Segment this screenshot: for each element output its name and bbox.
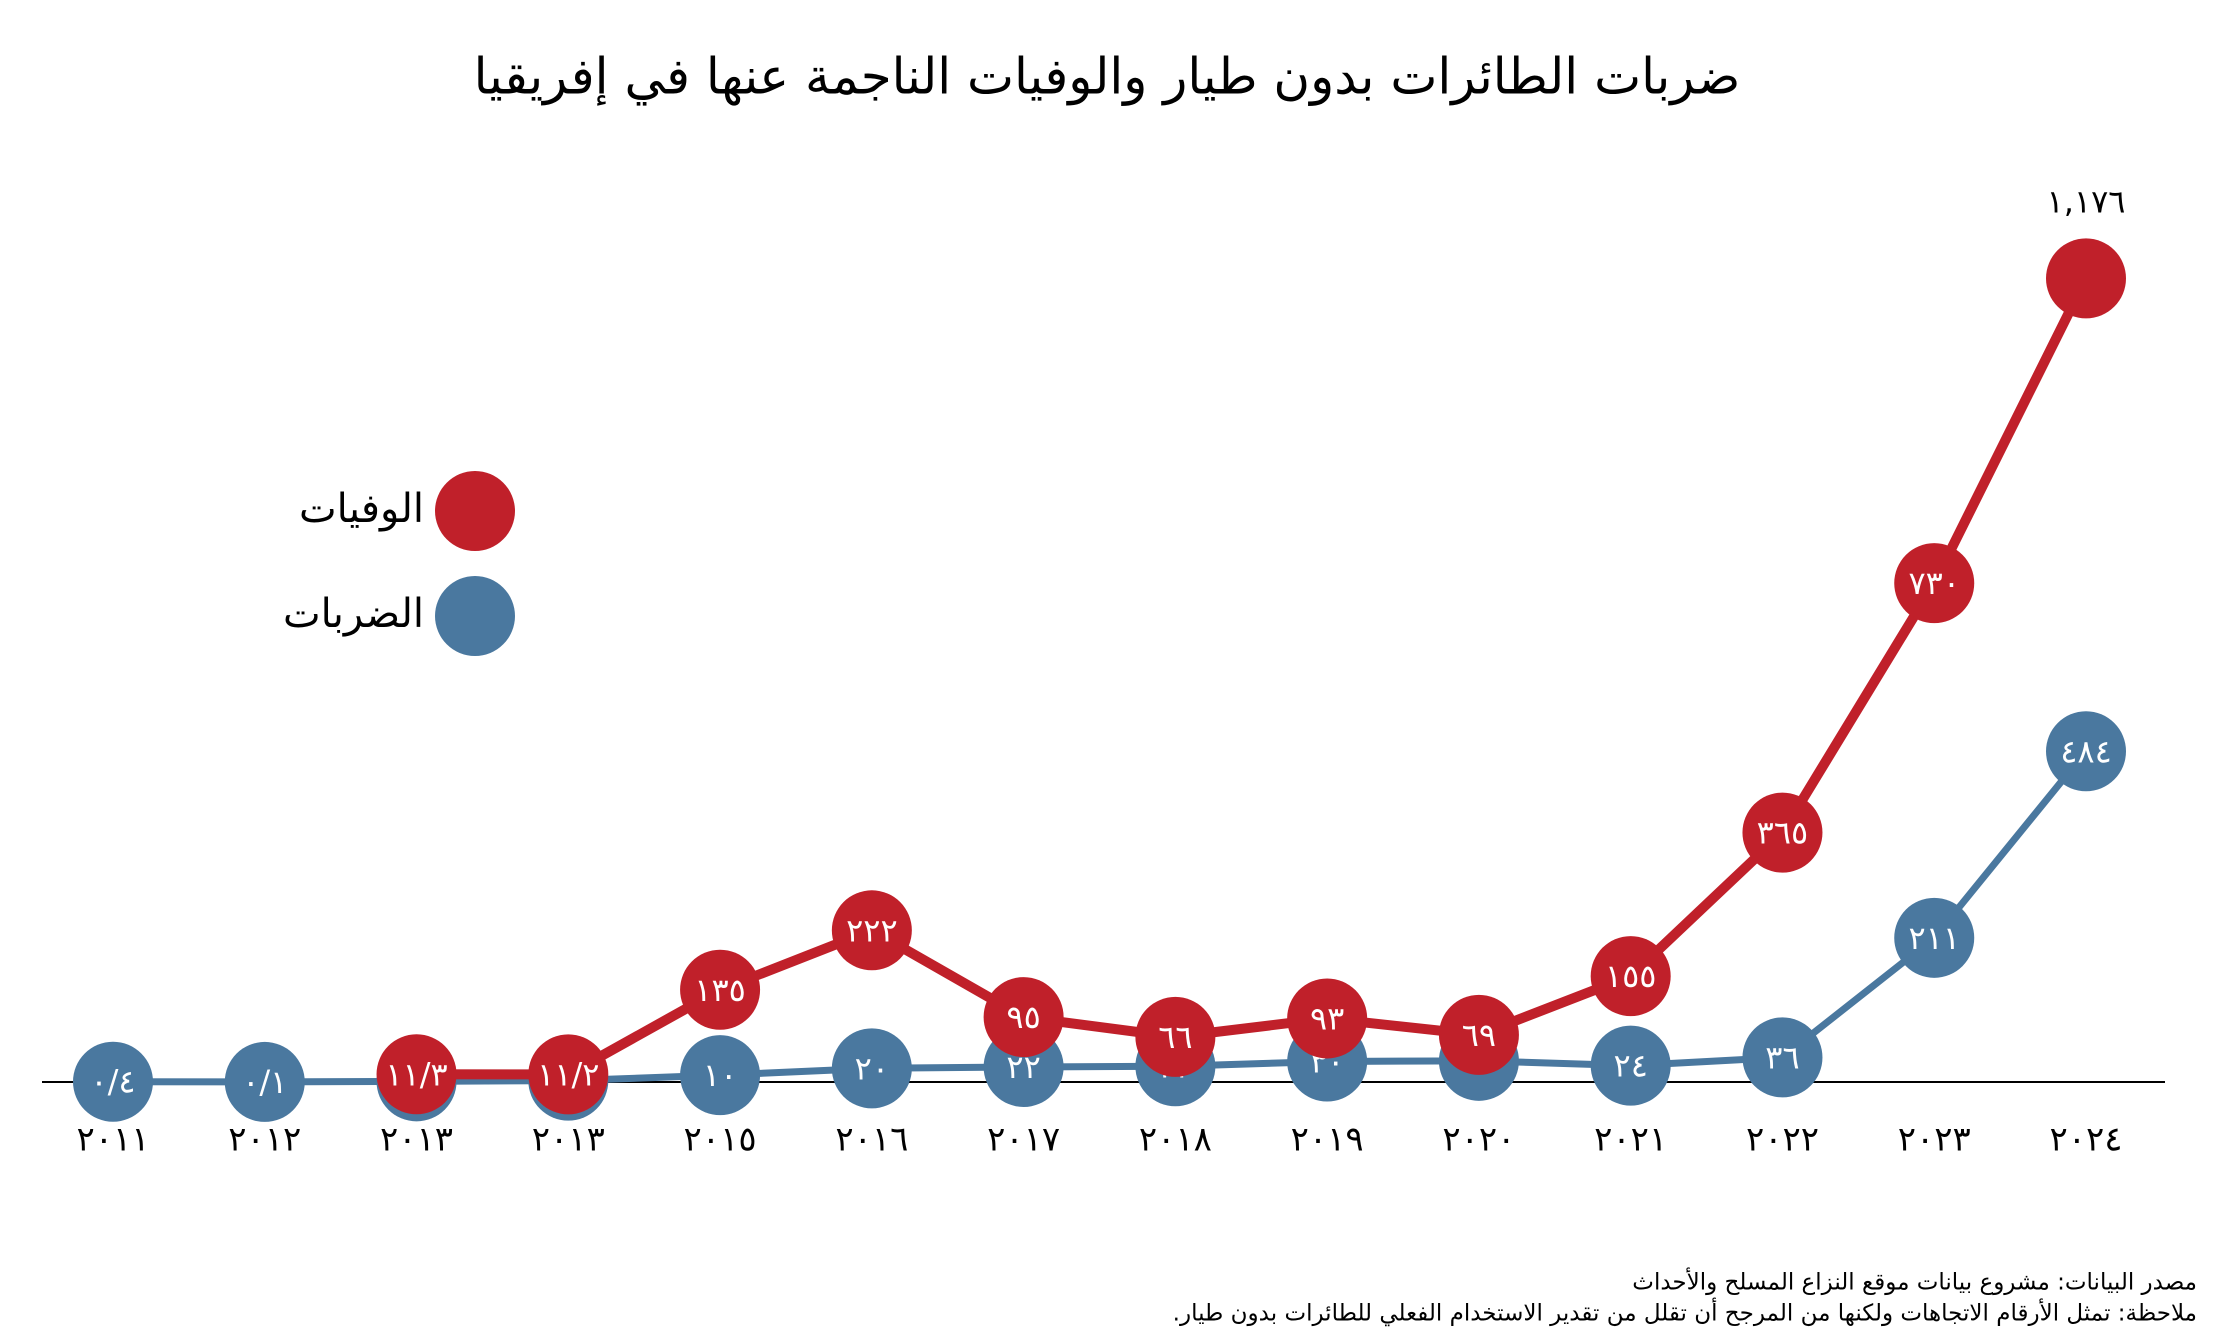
data-point — [2046, 238, 2126, 319]
data-label: ٩٣ — [1310, 999, 1344, 1037]
data-label: ١١/٣ — [385, 1055, 447, 1093]
data-point — [1438, 994, 1519, 1075]
x-tick-label: ٢٠٢٤ — [2049, 1120, 2122, 1160]
data-label: ٣٦٥ — [1757, 814, 1809, 852]
x-tick-label: ٢٠٢٣ — [1898, 1120, 1971, 1160]
legend-swatch — [435, 576, 515, 656]
x-tick-label: ٢٠١٦ — [835, 1120, 908, 1160]
data-point — [680, 1035, 761, 1116]
chart-title: ضربات الطائرات بدون طيار والوفيات الناجم… — [474, 48, 1741, 107]
data-point — [1742, 1017, 1823, 1098]
data-point — [1590, 1025, 1671, 1106]
data-point — [831, 1028, 912, 1109]
data-label: ٤٨٤ — [2060, 732, 2112, 770]
x-tick-label: ٢٠١٣ — [380, 1120, 453, 1160]
footnote: ملاحظة: تمثل الأرقام الاتجاهات ولكنها من… — [1173, 1298, 2197, 1327]
x-tick-label: ٢٠١٣ — [532, 1120, 605, 1160]
data-point — [2046, 711, 2126, 792]
data-point — [1287, 978, 1368, 1059]
data-point — [224, 1041, 305, 1122]
data-point — [1135, 996, 1216, 1077]
x-tick-label: ٢٠٢٢ — [1746, 1120, 1819, 1160]
x-tick-label: ٢٠١٩ — [1291, 1120, 1364, 1160]
x-tick-label: ٢٠١٢ — [228, 1120, 301, 1160]
data-label: ٢٤ — [1614, 1047, 1648, 1085]
data-point — [73, 1041, 153, 1122]
data-label: ١,١٧٦ — [2047, 182, 2126, 220]
data-point — [1590, 936, 1671, 1017]
data-label: ٦٩ — [1462, 1016, 1496, 1054]
data-label: ٢٢٢ — [846, 911, 898, 949]
data-point — [528, 1034, 609, 1115]
data-point — [376, 1034, 457, 1115]
data-label: ١١/٢ — [537, 1055, 599, 1093]
data-label: ١٠ — [703, 1056, 737, 1094]
x-tick-label: ٢٠٢١ — [1594, 1120, 1667, 1160]
data-label: ٠/١ — [242, 1063, 287, 1101]
data-point — [1742, 792, 1823, 873]
data-point — [1894, 897, 1975, 978]
legend-label: الضربات — [283, 591, 424, 637]
x-tick-label: ٢٠١٥ — [684, 1120, 757, 1160]
data-label: ٠/٤ — [90, 1063, 135, 1101]
data-label: ١٣٥ — [694, 971, 746, 1009]
data-label: ٣٦ — [1765, 1038, 1799, 1076]
series-line — [416, 276, 2091, 1080]
data-label: ١٥٥ — [1605, 957, 1657, 995]
x-tick-label: ٢٠١٧ — [987, 1120, 1060, 1160]
x-tick-label: ٢٠١٨ — [1139, 1120, 1212, 1160]
source-note: مصدر البيانات: مشروع بيانات موقع النزاع … — [1632, 1268, 2197, 1296]
data-label: ٦٦ — [1158, 1018, 1192, 1056]
legend-label: الوفيات — [299, 486, 424, 532]
data-label: ٢١١ — [1908, 919, 1960, 957]
data-label: ٧٣٠ — [1908, 564, 1960, 602]
data-point — [983, 977, 1064, 1058]
data-point — [680, 949, 761, 1030]
legend-swatch — [435, 471, 515, 551]
data-point — [1894, 543, 1975, 624]
x-tick-label: ٢٠١١ — [76, 1120, 149, 1160]
data-label: ٩٥ — [1006, 998, 1040, 1036]
x-tick-label: ٢٠٢٠ — [1442, 1120, 1515, 1160]
data-label: ٢٠ — [855, 1049, 889, 1087]
data-point — [831, 890, 912, 971]
